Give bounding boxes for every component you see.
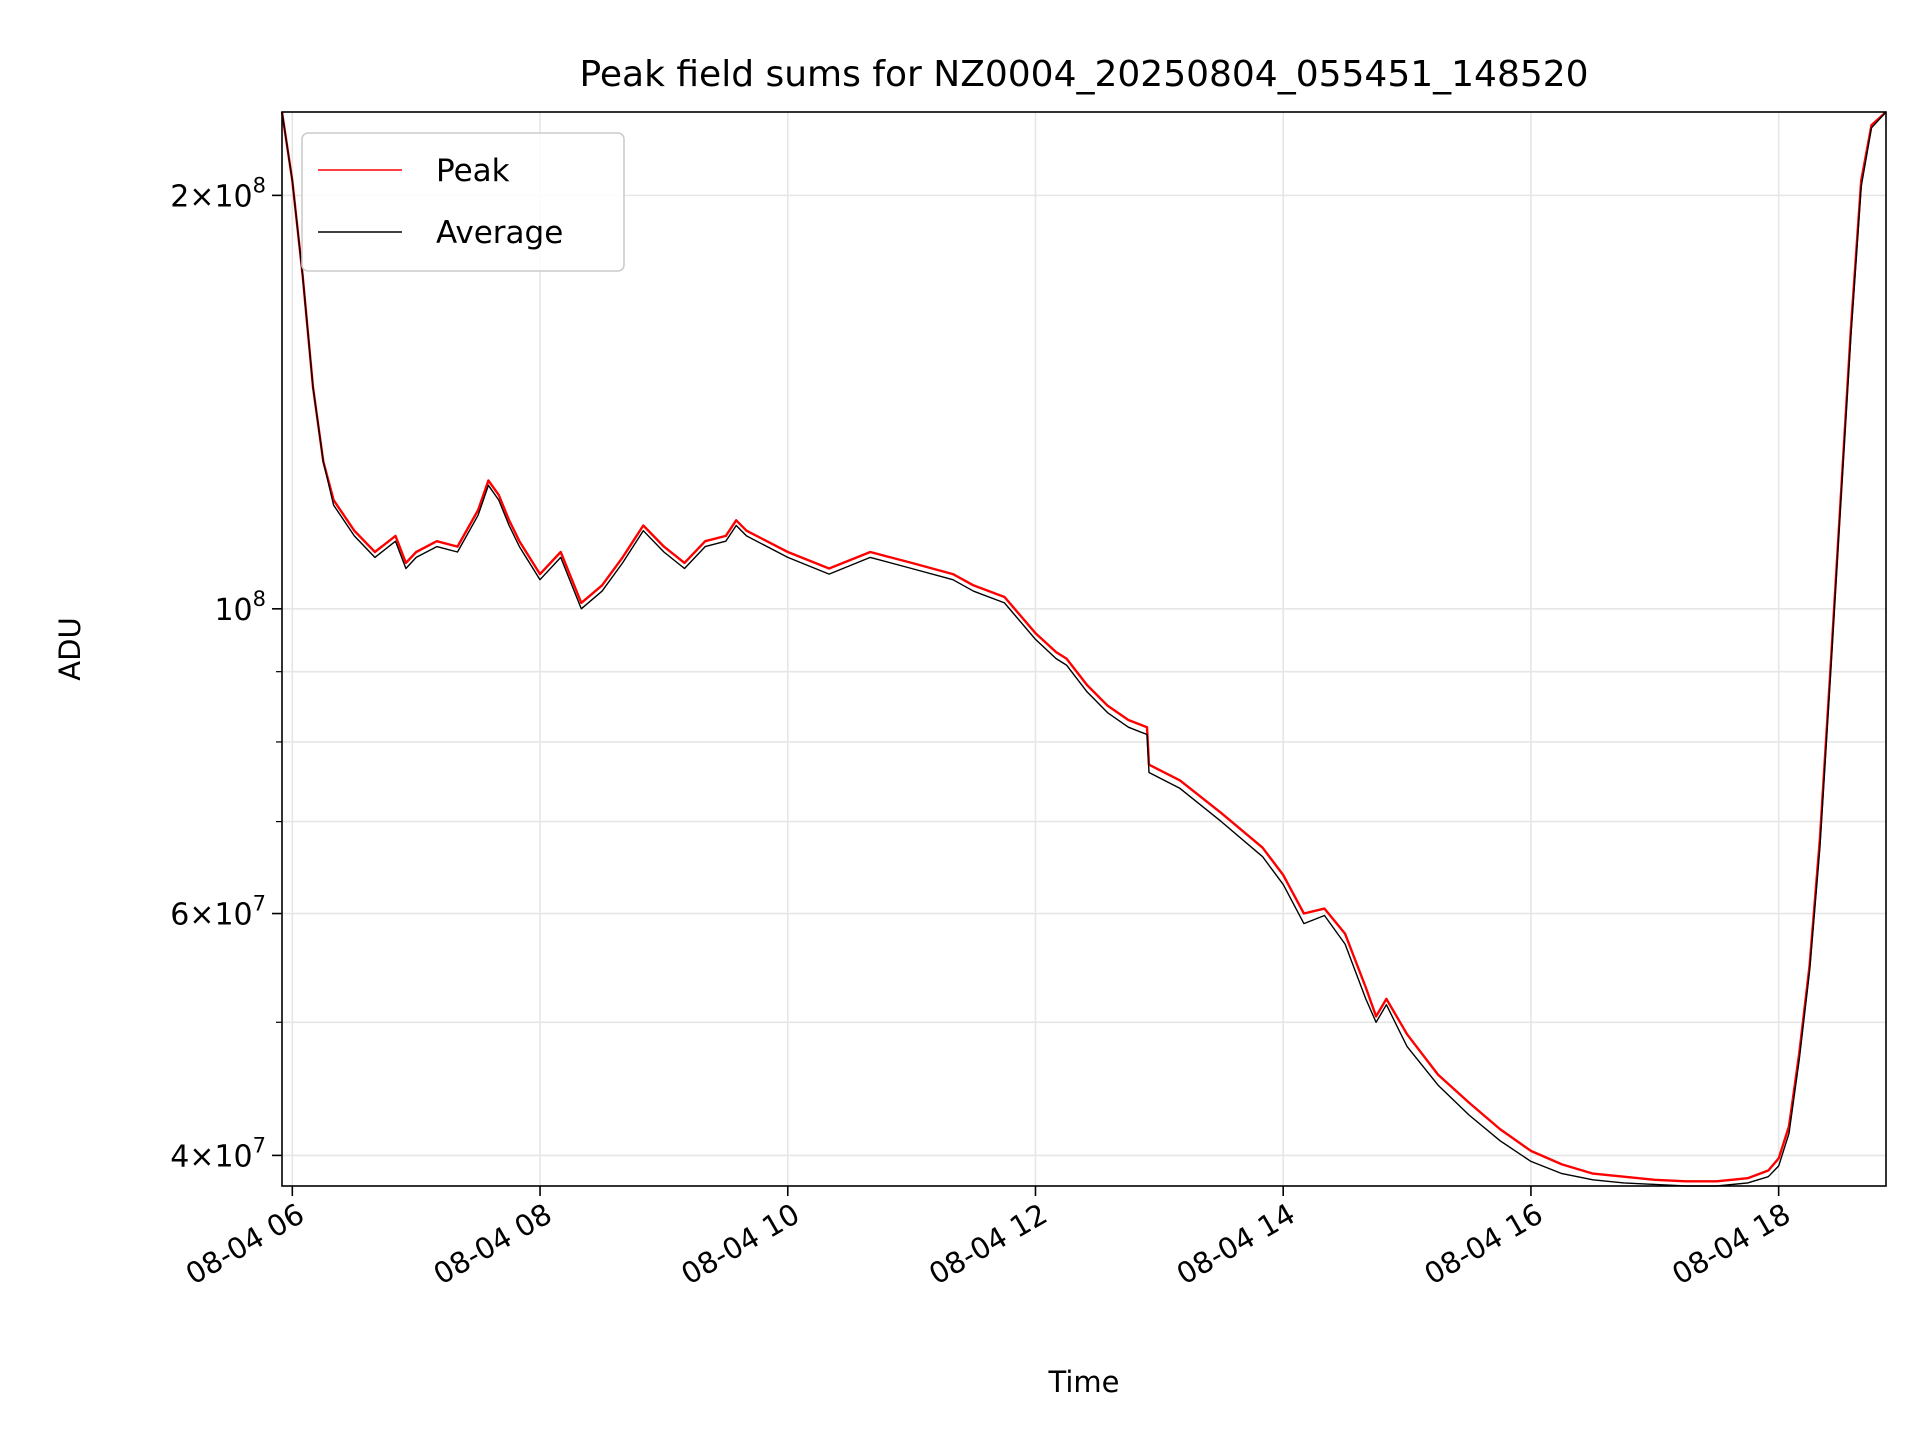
y-tick-times: ×: [189, 898, 214, 933]
y-tick-ten: 10: [214, 593, 252, 628]
y-tick-label: 2×108: [170, 173, 266, 214]
grid: [282, 112, 1886, 1186]
y-tick-base: 4: [170, 1139, 189, 1174]
y-tick-ten: 10: [214, 179, 252, 214]
y-tick-label: 4×107: [170, 1133, 266, 1174]
y-tick-exponent: 7: [253, 1133, 266, 1157]
series-line-peak: [280, 111, 1887, 1183]
legend-peak-label: Peak: [436, 153, 510, 189]
x-axis-label: Time: [1048, 1365, 1120, 1399]
legend-box: [301, 132, 625, 272]
y-tick-base: 2: [170, 179, 189, 214]
y-tick-times: ×: [189, 179, 214, 214]
y-tick-ten: 10: [214, 1139, 252, 1174]
legend: Peak Average: [301, 132, 625, 272]
y-tick-base: 6: [170, 898, 189, 933]
plot-frame: [281, 111, 1887, 1187]
y-tick-times: ×: [189, 1139, 214, 1174]
legend-average-label: Average: [436, 215, 563, 251]
y-tick-exponent: 8: [253, 173, 266, 197]
y-tick-ten: 10: [214, 898, 252, 933]
y-tick-label: 108: [214, 587, 266, 628]
y-tick-label: 6×107: [170, 892, 266, 933]
y-tick-exponent: 8: [253, 587, 266, 611]
chart-title: Peak field sums for NZ0004_20250804_0554…: [579, 54, 1588, 95]
y-axis-label: ADU: [53, 617, 87, 680]
y-tick-exponent: 7: [253, 892, 266, 916]
